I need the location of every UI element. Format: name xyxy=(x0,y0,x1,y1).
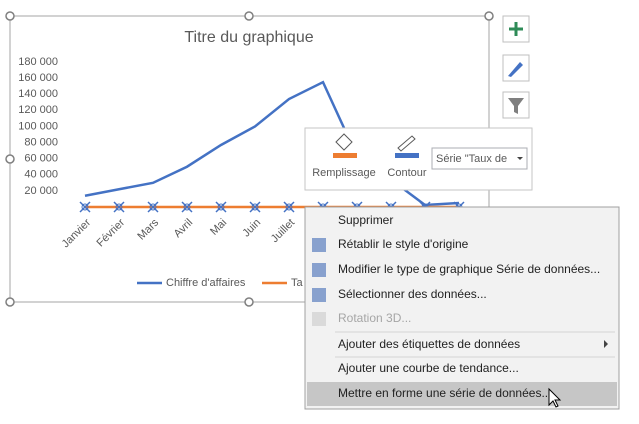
menu-item[interactable]: Rétablir le style d'origine xyxy=(338,237,469,251)
menu-item[interactable]: Ajouter des étiquettes de données xyxy=(338,337,520,351)
selection-handle[interactable] xyxy=(181,201,193,213)
menu-item[interactable]: Mettre en forme une série de données... xyxy=(338,386,551,400)
chart-title: Titre du graphique xyxy=(184,29,313,46)
outline-color[interactable] xyxy=(395,153,419,158)
y-tick-label: 120 000 xyxy=(18,104,58,116)
menu-item[interactable]: Modifier le type de graphique Série de d… xyxy=(338,262,600,276)
fill-icon xyxy=(335,133,353,151)
y-tick-label: 60 000 xyxy=(24,153,58,165)
legend-label: Chiffre d'affaires xyxy=(166,277,246,289)
y-tick-label: 20 000 xyxy=(24,185,58,197)
selection-handle[interactable] xyxy=(113,201,125,213)
outline-button[interactable]: Contour xyxy=(387,167,426,179)
selection-handle[interactable] xyxy=(183,203,191,211)
menu-icon xyxy=(312,312,326,326)
menu-item[interactable]: Ajouter une courbe de tendance... xyxy=(338,361,519,375)
menu-item[interactable]: Sélectionner des données... xyxy=(338,287,487,301)
selection-handle[interactable] xyxy=(251,203,259,211)
y-tick-label: 180 000 xyxy=(18,56,58,68)
y-tick-label: 40 000 xyxy=(24,169,58,181)
menu-item[interactable]: Supprimer xyxy=(338,213,393,227)
y-tick-label: 80 000 xyxy=(24,136,58,148)
selection-handle[interactable] xyxy=(81,203,89,211)
legend-label: Ta xyxy=(291,277,304,289)
context-menu xyxy=(304,206,620,410)
selection-handle[interactable] xyxy=(283,201,295,213)
selection-handle[interactable] xyxy=(79,201,91,213)
y-tick-label: 140 000 xyxy=(18,88,58,100)
fill-color[interactable] xyxy=(333,153,357,158)
y-tick-label: 100 000 xyxy=(18,120,58,132)
selection-handle[interactable] xyxy=(285,203,293,211)
menu-icon xyxy=(312,288,326,302)
selection-handle[interactable] xyxy=(147,201,159,213)
selection-handle[interactable] xyxy=(215,201,227,213)
dropdown-arrow xyxy=(517,157,523,160)
fill-button[interactable]: Remplissage xyxy=(312,167,376,179)
resize-handles[interactable] xyxy=(5,11,494,307)
submenu-arrow xyxy=(604,340,608,348)
mouse-cursor xyxy=(548,387,562,408)
series-dropdown[interactable] xyxy=(431,147,528,170)
selection-handle[interactable] xyxy=(217,203,225,211)
series-dropdown-label[interactable]: Série "Taux de xyxy=(436,153,507,165)
menu-icon xyxy=(312,238,326,252)
menu-icon xyxy=(312,263,326,277)
selection-handle[interactable] xyxy=(115,203,123,211)
side-buttons[interactable] xyxy=(502,15,530,119)
outline-icon xyxy=(397,135,416,152)
menu-item: Rotation 3D... xyxy=(338,311,411,325)
selection-handle[interactable] xyxy=(149,203,157,211)
selection-handle[interactable] xyxy=(249,201,261,213)
y-tick-label: 160 000 xyxy=(18,72,58,84)
menu-highlight xyxy=(307,382,617,406)
